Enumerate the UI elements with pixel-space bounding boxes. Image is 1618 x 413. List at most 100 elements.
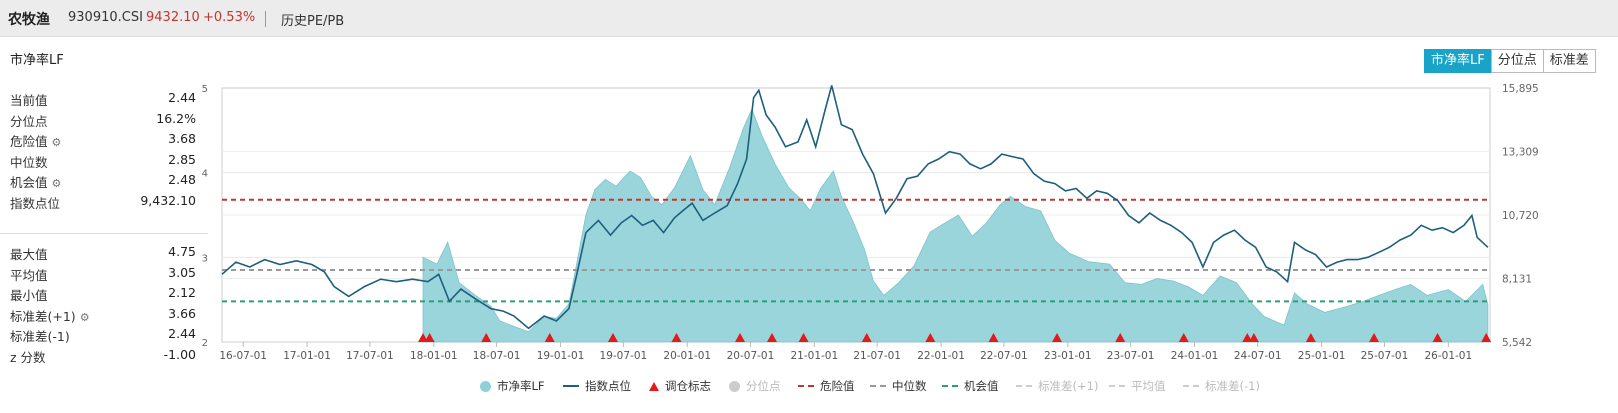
stat-label: 危险值 ⚙ xyxy=(10,131,61,150)
y-left-tick-label: 5 xyxy=(202,84,208,95)
legend-item-pb[interactable]: 市净率LF xyxy=(480,378,545,394)
legend-dash-icon xyxy=(870,385,886,387)
y-right-tick-label: 10,720 xyxy=(1502,210,1539,222)
rebalance-marker xyxy=(1248,333,1259,342)
legend-dash-icon xyxy=(942,385,958,387)
legend-item-percentile[interactable]: 分位点 xyxy=(729,378,781,394)
history-pe-pb-link[interactable]: 历史PE/PB xyxy=(281,14,345,29)
gear-icon[interactable]: ⚙ xyxy=(79,310,90,324)
stat-value: 2.12 xyxy=(168,285,196,300)
x-tick-label: 20-07-01 xyxy=(727,350,775,362)
stat-value: 2.44 xyxy=(168,90,196,105)
index-change: +0.53% xyxy=(203,10,256,25)
stat-row-min: 最小值 2.12 xyxy=(0,283,208,304)
stat-value: 3.68 xyxy=(168,131,196,146)
legend-item-std-minus[interactable]: 标准差(-1) xyxy=(1183,378,1260,394)
gear-icon[interactable]: ⚙ xyxy=(51,136,62,149)
gear-icon[interactable]: ⚙ xyxy=(51,177,62,190)
legend-label: 平均值 xyxy=(1131,379,1166,393)
tab-percentile[interactable]: 分位点 xyxy=(1490,49,1544,73)
stat-row-mean: 平均值 3.05 xyxy=(0,263,208,284)
stat-label: 当前值 xyxy=(10,93,48,108)
legend-label: 指数点位 xyxy=(585,379,631,393)
y-left-tick-label: 2 xyxy=(202,338,208,349)
stat-row-zscore: z 分数 -1.00 xyxy=(0,345,208,366)
x-tick-label: 17-01-01 xyxy=(283,350,331,362)
rebalance-marker xyxy=(798,333,809,342)
y-right-tick-label: 13,309 xyxy=(1502,146,1539,158)
rebalance-marker xyxy=(671,333,682,342)
stat-label-text: 机会值 xyxy=(10,175,48,190)
stat-label: 机会值 ⚙ xyxy=(10,172,61,191)
stat-label: z 分数 xyxy=(10,349,46,365)
legend-label: 调仓标志 xyxy=(665,379,711,393)
rebalance-marker xyxy=(418,333,429,342)
metric-tabs: 市净率LF 分位点 标准差 xyxy=(1424,49,1596,73)
stat-value: 4.75 xyxy=(168,244,196,259)
rebalance-marker xyxy=(1481,333,1492,342)
stat-row-std-plus: 标准差(+1) ⚙ 3.66 xyxy=(0,304,208,325)
stat-label: 中位数 xyxy=(10,154,48,170)
legend-label: 中位数 xyxy=(892,379,927,393)
legend-dash-icon xyxy=(1016,385,1032,387)
stat-row-current: 当前值 2.44 xyxy=(0,88,208,109)
x-tick-label: 25-01-01 xyxy=(1298,350,1346,362)
x-tick-label: 20-01-01 xyxy=(663,350,711,362)
x-tick-label: 25-07-01 xyxy=(1361,350,1409,362)
legend-dash-icon xyxy=(1183,385,1199,387)
rebalance-marker xyxy=(424,333,435,342)
legend-dash-icon xyxy=(1109,385,1125,387)
legend-item-std-plus[interactable]: 标准差(+1) xyxy=(1016,378,1098,394)
rebalance-marker xyxy=(1242,333,1253,342)
y-left-tick-label: 3 xyxy=(202,253,208,264)
legend-item-mean[interactable]: 平均值 xyxy=(1109,378,1166,394)
legend-item-rebalance[interactable]: 调仓标志 xyxy=(649,378,711,394)
index-line-series xyxy=(221,85,1489,330)
rebalance-marker xyxy=(544,333,555,342)
rebalance-marker xyxy=(1305,333,1316,342)
pb-chart[interactable]: 5 4 3 2 15,895 13,309 10,720 8,131 5,542 16-07-01… xyxy=(0,80,1618,380)
rebalance-marker xyxy=(766,333,777,342)
stats-panel-top: 当前值 2.44 分位点 16.2% 危险值 ⚙ 3.68 中位数 2.85 机会值 ⚙ 2.… xyxy=(0,88,208,211)
stat-label: 最小值 xyxy=(10,288,48,303)
rebalance-marker xyxy=(1115,333,1126,342)
x-tick-label: 23-07-01 xyxy=(1107,350,1155,362)
x-tick-label: 24-07-01 xyxy=(1234,350,1282,362)
rebalance-marker xyxy=(735,333,746,342)
legend-item-danger[interactable]: 危险值 xyxy=(798,378,855,394)
stat-value: 2.85 xyxy=(168,151,196,167)
x-tick-label: 23-01-01 xyxy=(1044,350,1092,362)
y-right-tick-label: 5,542 xyxy=(1502,337,1532,349)
tab-pb[interactable]: 市净率LF xyxy=(1424,49,1492,73)
stat-value: 9,432.10 xyxy=(140,192,196,208)
stat-row-index-level: 指数点位 9,432.10 xyxy=(0,191,208,212)
header-divider xyxy=(265,11,266,27)
stat-label-text: 标准差(+1) xyxy=(10,308,76,324)
legend-label: 危险值 xyxy=(820,379,855,393)
x-tick-label: 17-07-01 xyxy=(346,350,394,362)
stat-value: 3.66 xyxy=(168,305,196,321)
stat-value: 16.2% xyxy=(156,110,196,126)
stat-row-std-minus: 标准差(-1) 2.44 xyxy=(0,324,208,345)
x-tick-label: 26-01-01 xyxy=(1424,350,1472,362)
rebalance-marker xyxy=(861,333,872,342)
x-tick-label: 16-07-01 xyxy=(219,350,267,362)
stat-row-danger: 危险值 ⚙ 3.68 xyxy=(0,129,208,150)
legend-label: 机会值 xyxy=(964,379,999,393)
legend-item-median[interactable]: 中位数 xyxy=(870,378,927,394)
x-tick-label: 21-01-01 xyxy=(790,350,838,362)
legend-item-index[interactable]: 指数点位 xyxy=(563,378,631,394)
stat-label: 分位点 xyxy=(10,113,48,129)
legend-dot-icon xyxy=(729,380,740,392)
stat-row-median: 中位数 2.85 xyxy=(0,150,208,171)
stat-row-max: 最大值 4.75 xyxy=(0,242,208,263)
rebalance-marker xyxy=(1369,333,1380,342)
tab-stddev[interactable]: 标准差 xyxy=(1542,49,1596,73)
x-tick-label: 24-01-01 xyxy=(1171,350,1219,362)
legend-line-icon xyxy=(563,385,579,387)
stat-label: 平均值 xyxy=(10,267,48,283)
legend-item-opportunity[interactable]: 机会值 xyxy=(942,378,999,394)
rebalance-marker xyxy=(607,333,618,342)
stat-label: 最大值 xyxy=(10,247,48,262)
stat-value: -1.00 xyxy=(163,346,196,362)
